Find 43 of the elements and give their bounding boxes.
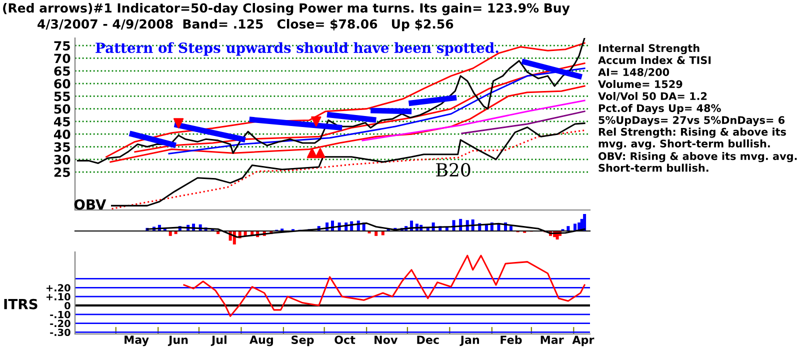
y-tick-label: 45 [54,117,70,126]
text: Volume= 1529 [598,80,682,88]
y-tick-label: 35 [54,142,70,152]
annotation: B20 [436,163,470,177]
text: AI= 148/200 [598,68,670,77]
y-tick-label: -.30 [50,328,70,336]
text: Vol/Vol 50 DA= 1.2 [598,92,707,101]
text: Internal Strength [598,44,700,54]
x-tick-label: Jul [210,335,226,346]
y-tick-label: 30 [54,154,70,164]
chart-title: (Red arrows)#1 Indicator=50-day Closing Power ma turns. Its gain= 123.9% Buy [3,3,570,16]
x-tick-label: Oct [334,336,356,344]
x-tick-label: Dec [417,336,439,344]
y-tick-label: 50 [54,104,70,114]
y-axis-title: ITRS [4,298,38,310]
y-tick-label: 75 [54,41,70,51]
x-tick-label: Jan [460,336,480,346]
annotation: Pattern of Steps upwards should have been spotted. [96,42,498,56]
text: OBV: Rising & above its mvg. avg. Short-term bullish. [598,152,797,172]
x-tick-label: May [124,336,149,346]
x-tick-label: Feb [500,335,522,344]
x-tick-label: Apr [572,336,594,346]
y-tick-label: -.20 [50,320,70,328]
series-label: OBV [74,199,106,210]
y-tick-label: +.10 [46,293,70,300]
x-tick-label: Aug [249,336,273,346]
y-tick-label: 60 [54,79,70,88]
y-tick-label: -.10 [50,310,70,318]
y-tick-label: +.20 [46,284,70,292]
y-tick-label: 70 [54,54,70,64]
y-tick-label: 0 [64,302,70,310]
x-tick-label: Sep [292,336,314,346]
x-tick-label: Jun [168,336,188,346]
y-tick-label: 55 [54,92,70,102]
text: Pct.of Days Up= 48% [598,104,721,114]
x-tick-label: Mar [540,336,564,344]
text: Accum Index & TISI [598,56,711,64]
y-tick-label: 40 [54,130,70,140]
x-tick-label: Nov [374,336,398,344]
text: 5%UpDays= 27vs 5%DnDays= 6 Rel Strength: Rising & above its mvg. avg. Short-term bullish. [598,116,786,150]
chart-subtitle: 4/3/2007 - 4/9/2008 Band= .125 Close= $78.06 Up $2.56 [38,19,454,32]
y-tick-label: 25 [54,168,70,177]
y-tick-label: 65 [54,66,70,76]
